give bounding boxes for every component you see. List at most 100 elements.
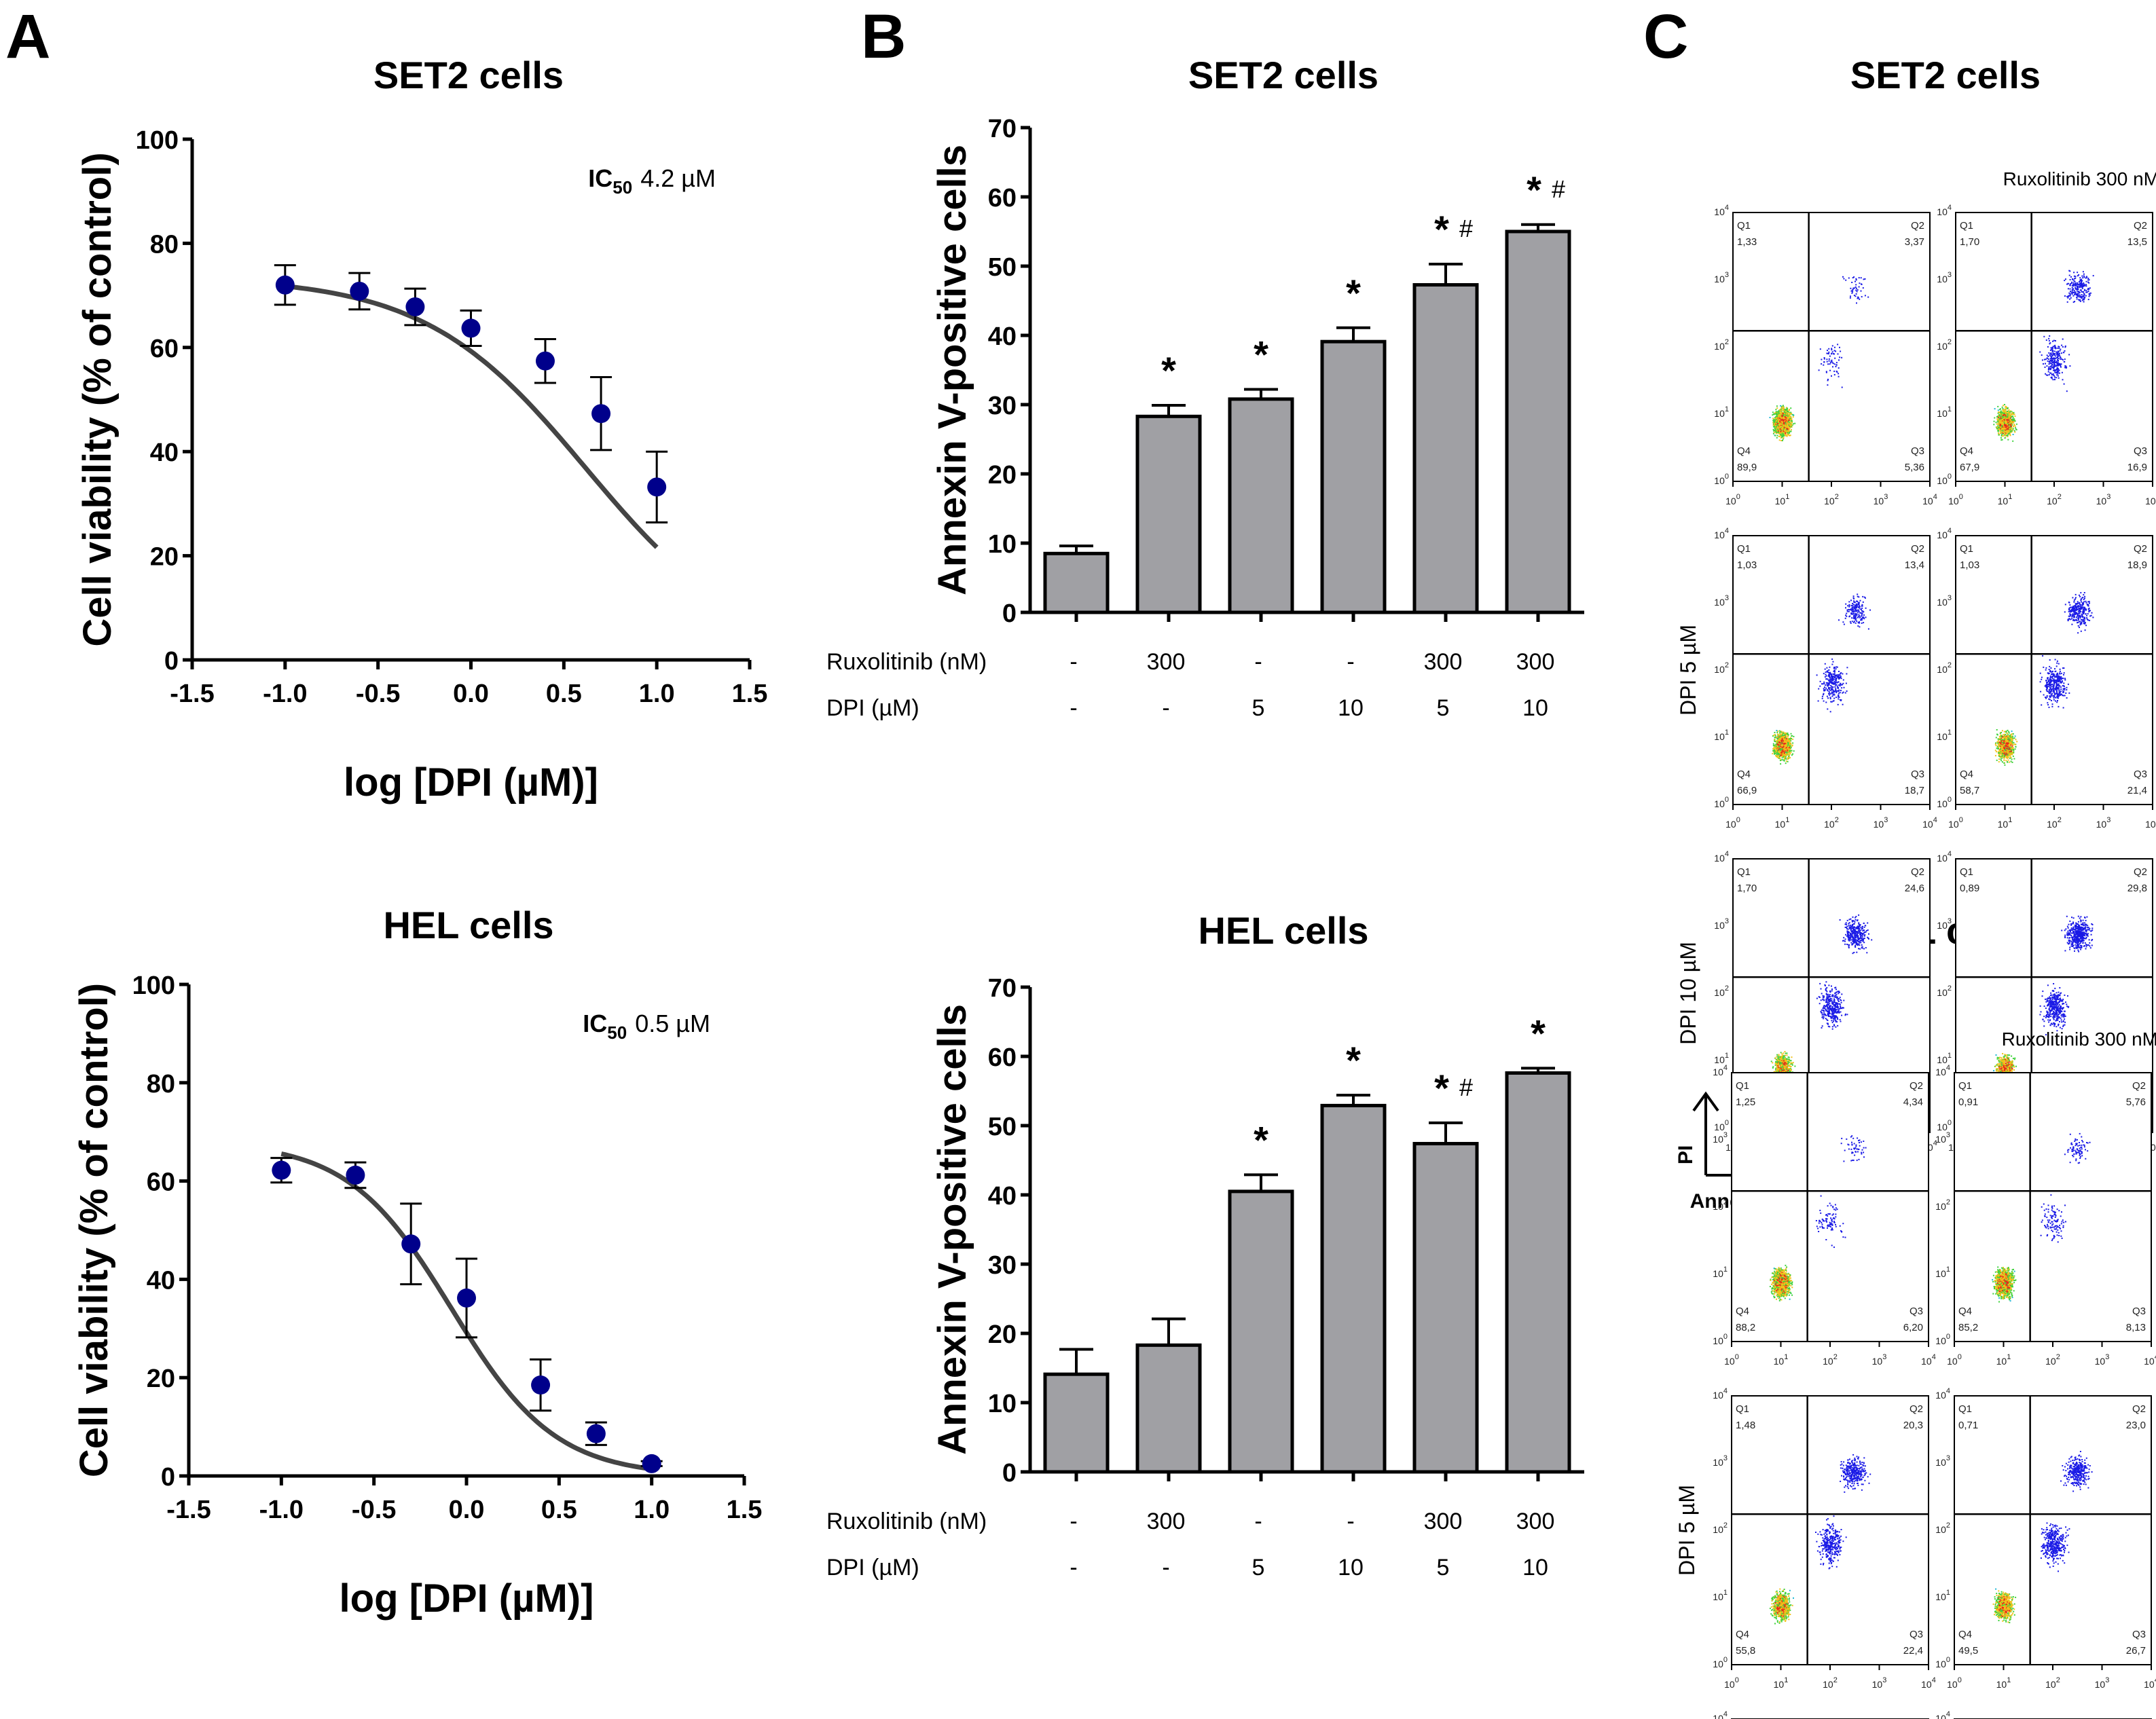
event-dot [1852,607,1853,608]
b-hel-y-tick-label: 20 [988,1320,1017,1349]
event-dot [1776,737,1778,738]
event-dot [1780,435,1782,436]
event-dot [2055,340,2056,341]
event-dot [2089,287,2091,289]
event-dot [1860,600,1861,602]
event-dot [1787,417,1789,418]
c-set2-y-decade-label: 100 [1714,473,1729,486]
event-dot [1865,616,1867,618]
b-set2-condition-label: Ruxolitinib (nM) [826,649,987,675]
event-dot [1791,735,1792,737]
a-hel-x-axis-label: log [DPI (µM)] [340,1576,594,1621]
event-dot [1787,742,1789,743]
event-dot [2067,297,2068,299]
event-dot [1785,426,1786,427]
event-dot [1827,689,1828,690]
event-dot [1998,435,1999,436]
event-dot [2007,415,2008,417]
event-dot [2001,425,2003,426]
decade-base: 10 [1714,206,1725,217]
c-set2-plot-frame [1956,536,2153,805]
event-dot [1834,374,1835,375]
event-dot [1783,736,1784,737]
event-dot [1848,601,1850,602]
event-dot [1770,417,1771,418]
event-dot [2062,372,2063,373]
event-dot [2050,356,2051,357]
event-dot [2007,439,2009,441]
a-set2-y-tick-label: 100 [136,126,179,155]
event-dot [1828,669,1829,671]
event-dot [2007,734,2009,735]
event-dot [1827,353,1829,354]
decade-base: 10 [1937,341,1948,352]
c-set2-x-decade-label: 104 [1922,816,1937,830]
event-dot [1856,293,1857,295]
event-dot [1855,284,1857,285]
event-dot [1829,361,1830,362]
event-dot [2052,350,2053,351]
event-dot [1998,417,1999,418]
decade-exp: 1 [1785,816,1789,824]
event-dot [1786,734,1787,735]
event-dot [2054,350,2055,352]
c-set2-plot-frame [1733,212,1930,481]
event-dot [2049,369,2050,370]
event-dot [2079,602,2080,604]
event-dot [1844,624,1845,625]
event-dot [2087,279,2089,280]
event-dot [2088,291,2089,292]
event-dot [2064,361,2065,363]
event-dot [2003,419,2005,420]
decade-exp: 4 [1948,204,1952,212]
event-dot [1833,691,1834,692]
event-dot [1783,760,1785,761]
event-dot [2050,350,2051,351]
decade-base: 10 [1714,597,1725,608]
decade-exp: 4 [1725,527,1729,535]
event-dot [1780,411,1782,413]
event-dot [1783,414,1785,415]
event-dot [1845,604,1846,605]
a-set2-data-point [591,404,610,423]
event-dot [1774,753,1775,754]
event-dot [1838,692,1840,694]
event-dot [1859,617,1861,618]
c-set2-y-decade-label: 102 [1714,338,1729,352]
event-dot [1781,428,1783,429]
event-dot [1838,373,1839,374]
ic50-value: 4.2 µM [640,164,716,192]
event-dot [1993,424,1994,425]
event-dot [1780,428,1781,430]
c-set2-y-decade-label: 101 [1937,405,1952,419]
b-hel-y-tick-label: 60 [988,1043,1017,1072]
event-dot [1831,360,1833,361]
event-dot [1790,424,1791,426]
event-dot [1785,762,1787,764]
event-dot [1845,692,1846,694]
event-dot [1825,676,1826,678]
event-dot [2054,359,2055,361]
event-dot [1855,290,1857,291]
event-dot [1838,367,1840,369]
event-dot [2003,405,2004,406]
event-dot [2045,367,2046,368]
event-dot [1996,760,1998,761]
event-dot [2007,411,2008,412]
event-dot [1863,611,1864,612]
decade-exp: 2 [2058,493,2062,501]
event-dot [1823,694,1824,695]
event-dot [1779,430,1780,432]
event-dot [2053,340,2055,341]
event-dot [1835,697,1837,698]
event-dot [1831,692,1833,693]
event-dot [1834,358,1835,359]
event-dot [1832,688,1833,690]
event-dot [1823,688,1825,689]
event-dot [2003,422,2004,424]
c-set2-q3-value: 5,36 [1905,462,1924,473]
event-dot [2068,295,2069,297]
event-dot [2053,379,2054,380]
decade-base: 10 [1824,819,1835,830]
event-dot [2042,655,2043,657]
